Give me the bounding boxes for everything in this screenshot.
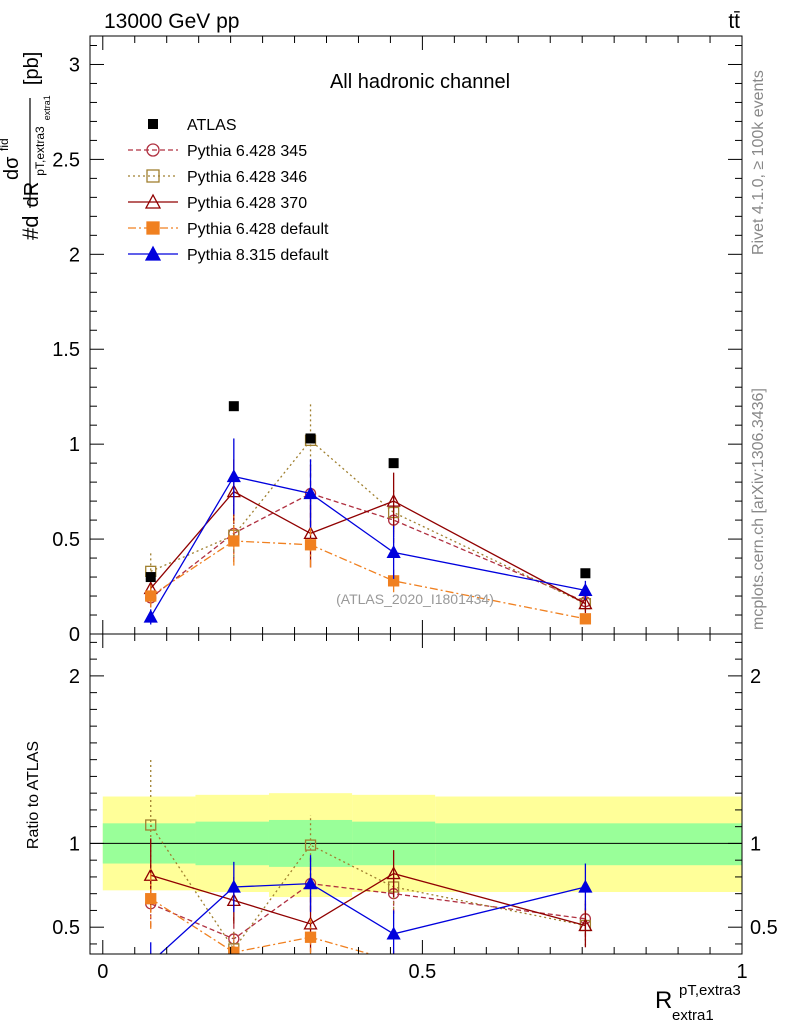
analysis-watermark: (ATLAS_2020_I1801434) [336,591,494,607]
ylabel-prefix: #d [18,216,43,240]
ratio-ytick-label: 1 [69,833,80,855]
legend-p370-marker [144,193,162,209]
legend-item-atlas: ATLAS [148,117,237,134]
main-p8def-point [578,582,593,596]
legend-atlas-label: ATLAS [187,117,237,134]
ratio-ytick-label: 0.5 [52,917,80,939]
main-ytick-label: 2.5 [52,149,80,171]
ratio-xtick-label: 0 [97,961,108,983]
legend-p6def-label: Pythia 6.428 default [187,221,329,238]
ratio-y-axis-label: Ratio to ATLAS [25,741,42,849]
legend-p346-label: Pythia 6.428 346 [187,169,307,186]
main-atlas-point [580,568,591,579]
ratio-p6def-point [228,946,240,954]
main-ytick-label: 2 [69,244,80,266]
main-p8def-point [226,469,241,483]
main-p6def-point [145,590,157,602]
ratio-ytick-label: 2 [69,666,80,688]
main-p370-point [578,596,593,610]
main-ytick-label: 1.5 [52,339,80,361]
rivet-version-label: Rivet 4.1.0, ≥ 100k events [750,70,767,255]
ratio-p8def-point [303,876,318,890]
legend-p346-marker [146,169,160,183]
ratio-xtick-label: 0.5 [408,961,436,983]
legend-atlas-marker [148,119,158,129]
ratio-p346-point [145,819,157,831]
legend-item-p370: Pythia 6.428 370 [128,193,307,212]
legend-p345-marker [146,143,160,157]
ylabel-frac-num: dσ [1,156,23,180]
legend-p8def-label: Pythia 8.315 default [187,247,329,264]
ratio-ytick-label-right: 1 [750,833,761,855]
main-y-axis-label: #d dR pT,extra3 extra1 [pb] dσ fid [0,52,55,240]
legend-p6def-marker [146,221,160,235]
ylabel-frac-den: dR [21,182,43,208]
mcplots-label: mcplots.cern.ch [arXiv:1306.3436] [750,388,767,630]
energy-label: 13000 GeV pp [104,10,239,33]
main-atlas-point [145,572,156,583]
ratio-p6def-point [389,956,399,966]
xlabel-sub: extra1 [672,1007,714,1024]
ratio-p6def-point [304,931,317,943]
main-p6def-point [304,539,317,551]
process-label: tt̄ [728,10,740,33]
main-p370-point [386,493,401,507]
ratio-p8def-point [386,926,401,940]
ratio-p346-point [304,839,317,851]
main-p6def-point [579,613,592,625]
ratio-p346-line [150,824,586,951]
ratio-p6def-line [150,898,373,954]
legend-item-p346: Pythia 6.428 346 [128,169,307,186]
ratio-p370-point [386,866,401,880]
x-axis-label: R pT,extra3 extra1 [655,982,741,1024]
legend-item-p345: Pythia 6.428 345 [128,143,307,160]
main-atlas-point [388,458,399,469]
ylabel-unit: [pb] [21,52,43,85]
svg-text:R pT,extra3: R pT,extra3 [655,982,741,1014]
main-ytick-label: 3 [69,54,80,76]
legend-p370-label: Pythia 6.428 370 [187,195,307,212]
main-p8def-point [143,609,158,623]
chart-title: All hadronic channel [330,71,510,93]
main-plot-panel: 0 0.5 1 1.5 2 2.5 3 All hadronic channel (ATLA… [52,35,743,646]
main-p8def-point [303,486,318,500]
main-p6def-point [228,535,240,547]
main-ytick-label: 0 [69,624,80,646]
legend-item-p6def: Pythia 6.428 default [128,221,329,238]
main-p8def-point [386,545,401,559]
ratio-plot-frame [89,633,743,955]
ratio-p6def-point [145,893,157,905]
main-ytick-label: 1 [69,434,80,456]
main-p6def-line [150,540,586,620]
main-atlas-point [305,433,316,444]
legend-p8def-marker [144,245,162,261]
ratio-p370-point [303,916,318,930]
svg-text:dσ fid: dσ fid [0,138,23,180]
svg-text:#d dR pT,extra3: #d dR pT,extra3 extra1 [pb] [18,52,55,240]
legend-item-p8def: Pythia 8.315 default [128,245,329,264]
main-p346-line [150,439,586,605]
main-p345-line [150,492,586,603]
main-atlas-point [228,401,239,412]
ratio-ytick-label-right: 0.5 [750,917,778,939]
ratio-p8def-point [578,879,593,893]
ylabel-sup: fid [0,138,11,151]
ratio-xtick-label: 1 [736,961,747,983]
xlabel-sup: pT,extra3 [679,982,741,999]
ratio-band-inner [435,823,742,866]
xlabel-main: R [655,987,672,1014]
ratio-plot-panel: 0.5 0.51 12 20 0.5 1 [52,633,778,983]
ylabel-sub: pT,extra3 [33,126,47,176]
ratio-ytick-label-right: 2 [750,666,761,688]
ratio-p370-point [578,918,593,932]
ratio-p8def-point [226,879,241,893]
main-p370-point [303,526,318,540]
main-ytick-label: 0.5 [52,529,80,551]
legend-p345-label: Pythia 6.428 345 [187,143,307,160]
legend: ATLAS Pythia 6.428 345 Pythia 6.428 346 Pyt… [128,117,329,264]
ylabel-subsub: extra1 [42,95,52,120]
ratio-p8def-point [145,956,157,967]
ratio-p6def-point [580,966,590,976]
